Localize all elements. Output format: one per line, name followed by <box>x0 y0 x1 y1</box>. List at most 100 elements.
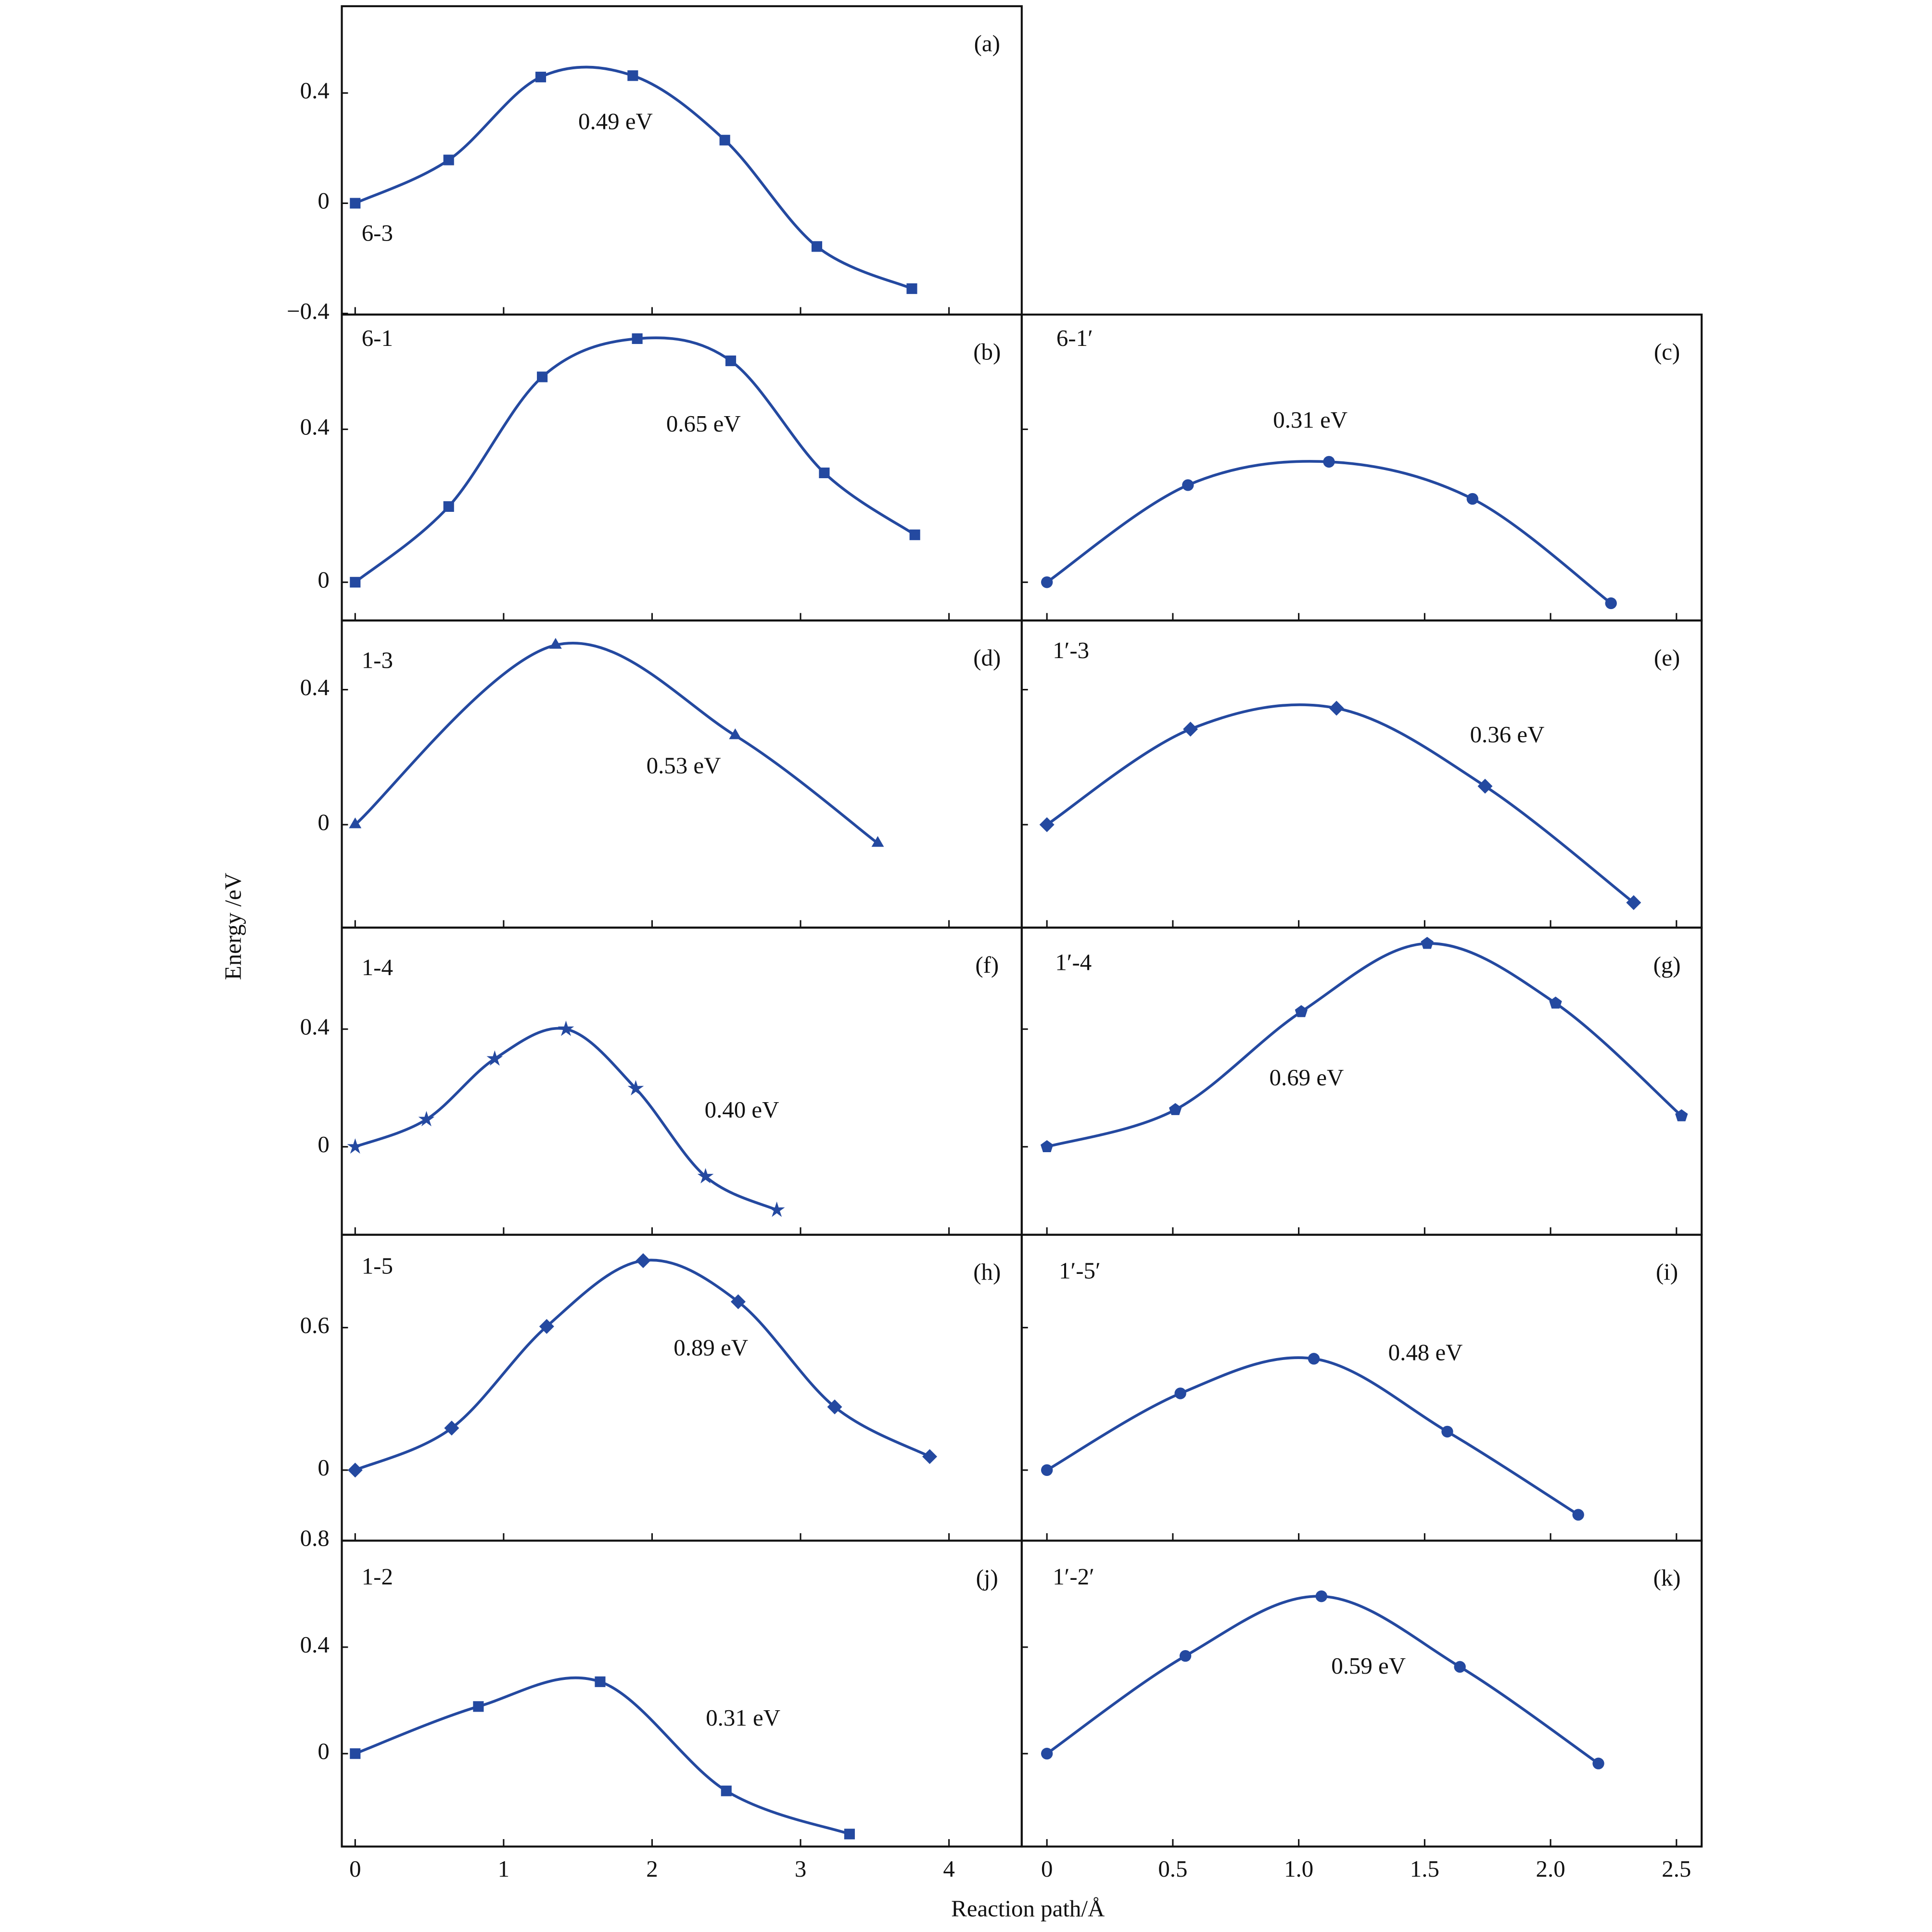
data-point <box>1183 722 1198 737</box>
data-point <box>1041 576 1053 588</box>
panel-frame <box>1020 1233 1703 1542</box>
data-point <box>443 501 454 512</box>
data-point <box>537 371 548 382</box>
data-point <box>1329 700 1344 716</box>
panel-letter: (i) <box>1656 1258 1678 1285</box>
data-point <box>535 72 547 83</box>
y-tick-label: 0 <box>318 566 329 593</box>
x-axis-label: Reaction path/Å <box>951 1895 1105 1921</box>
data-point <box>1421 937 1434 949</box>
path-label: 6-3 <box>362 219 393 246</box>
x-tick-label: 1.0 <box>1284 1856 1313 1882</box>
x-tick-label: 1.5 <box>1410 1856 1439 1882</box>
y-tick-label: 0 <box>318 188 329 214</box>
barrier-annotation: 0.48 eV <box>1388 1339 1463 1366</box>
x-tick-label: 2.5 <box>1662 1856 1691 1882</box>
panel-frame <box>341 1539 1023 1848</box>
panel-frame <box>341 1233 1023 1542</box>
barrier-annotation: 0.69 eV <box>1270 1064 1344 1091</box>
data-point <box>636 1253 651 1268</box>
panel-frame <box>1020 313 1703 622</box>
y-tick-label: 0.4 <box>300 1013 330 1040</box>
panel-frame <box>341 313 1023 622</box>
y-tick-label: 0.4 <box>300 1631 330 1658</box>
data-point <box>1041 1140 1054 1152</box>
data-point <box>1182 479 1194 491</box>
y-tick-label: 0.6 <box>300 1312 330 1338</box>
panel-letter: (h) <box>973 1258 1001 1285</box>
x-tick-label: 2 <box>646 1856 658 1882</box>
y-tick-label: 0.4 <box>300 674 330 700</box>
panel-letter: (b) <box>973 338 1001 365</box>
data-point <box>871 836 884 847</box>
y-tick-label: 0.4 <box>300 77 330 104</box>
panel-frame <box>341 927 1023 1236</box>
x-tick-label: 2.0 <box>1536 1856 1565 1882</box>
data-point <box>844 1829 855 1840</box>
panel-frame <box>1020 927 1703 1236</box>
panel-letter: (k) <box>1653 1564 1681 1591</box>
y-tick-label: 0 <box>318 1454 329 1481</box>
path-label: 6-1 <box>362 325 393 351</box>
panel-letter: (e) <box>1654 644 1680 671</box>
panel-frame <box>1020 1539 1703 1848</box>
curve <box>354 336 916 584</box>
path-label: 1′-3 <box>1053 637 1089 663</box>
data-point <box>819 467 830 479</box>
path-label: 1-4 <box>362 954 393 980</box>
data-point <box>347 1138 364 1154</box>
y-tick-label: −0.4 <box>287 298 330 324</box>
data-point <box>350 577 361 588</box>
panel-letter: (c) <box>1654 338 1680 365</box>
data-point <box>719 135 730 146</box>
data-point <box>627 70 638 81</box>
data-point <box>1308 1353 1320 1365</box>
data-point <box>1441 1425 1453 1438</box>
curve <box>1046 1356 1579 1516</box>
y-tick-label: 0.4 <box>300 414 330 440</box>
data-point <box>350 198 361 209</box>
path-label: 1-5 <box>362 1252 393 1279</box>
data-point <box>1675 1109 1688 1121</box>
barrier-annotation: 0.59 eV <box>1331 1652 1406 1679</box>
x-tick-label: 3 <box>795 1856 806 1882</box>
y-tick-label: 0.8 <box>300 1525 330 1551</box>
data-point <box>1454 1661 1466 1673</box>
y-tick-label: 0 <box>318 1131 329 1157</box>
path-label: 1-3 <box>362 647 393 674</box>
data-point <box>1041 1748 1053 1760</box>
data-point <box>1295 1005 1308 1017</box>
panel-frame <box>1020 619 1703 929</box>
data-point <box>418 1111 435 1127</box>
data-point <box>1169 1103 1182 1115</box>
panel-letter: (d) <box>973 644 1001 671</box>
path-label: 1′-5′ <box>1059 1258 1101 1284</box>
path-label: 1-2 <box>362 1563 393 1590</box>
barrier-annotation: 0.36 eV <box>1470 721 1545 748</box>
data-point <box>1315 1590 1327 1602</box>
barrier-annotation: 0.31 eV <box>1273 407 1347 433</box>
y-tick-label: 0 <box>318 1738 329 1764</box>
data-point <box>558 1020 574 1036</box>
data-point <box>473 1701 484 1712</box>
data-point <box>1592 1757 1604 1769</box>
curve <box>355 65 913 290</box>
data-point <box>1549 996 1562 1009</box>
data-point <box>909 529 920 540</box>
data-point <box>549 638 562 649</box>
barrier-annotation: 0.53 eV <box>647 752 721 778</box>
curve <box>354 642 879 845</box>
data-point <box>1605 597 1617 610</box>
data-point <box>768 1201 785 1217</box>
data-point <box>1466 493 1479 505</box>
data-point <box>1323 456 1335 468</box>
barrier-annotation: 0.89 eV <box>674 1334 748 1360</box>
panel-letter: (f) <box>975 952 999 978</box>
path-label: 1′-4 <box>1055 949 1092 976</box>
data-point <box>1041 1464 1053 1476</box>
data-point <box>1174 1387 1186 1399</box>
x-tick-label: 0 <box>1041 1856 1053 1882</box>
panel-letter: (g) <box>1653 952 1681 978</box>
barrier-annotation: 0.40 eV <box>705 1096 779 1123</box>
curve <box>355 1258 930 1472</box>
